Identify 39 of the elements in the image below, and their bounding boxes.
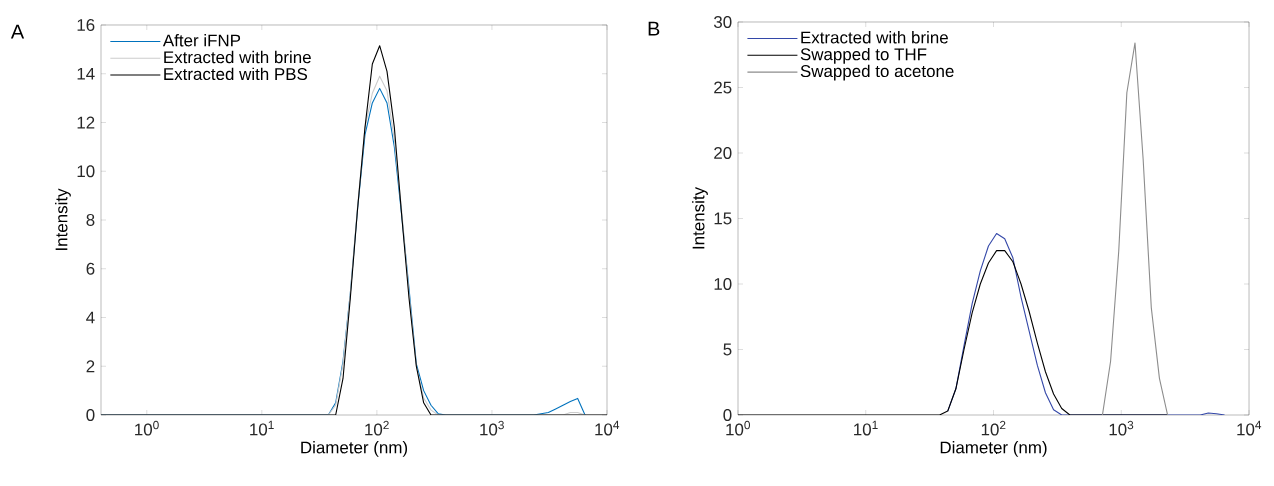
y-axis-title: Intensity [55,188,71,250]
x-axis-title: Diameter (nm) [940,441,1047,457]
x-axis-title: Diameter (nm) [301,441,408,457]
x-tick-label: 10$^{1}$ [854,420,878,436]
legend-label: Swapped to acetone [800,64,954,81]
y-tick-label: 20 [714,147,732,159]
y-tick-label: 8 [86,214,95,226]
y-axis-title: Intensity [692,186,708,249]
y-tick-label: 30 [713,16,732,28]
legend-label: Swapped to THF [800,47,927,64]
y-tick-label: 6 [86,262,95,275]
x-tick-label: 10$^{1}$ [250,420,274,436]
y-tick-label: 2 [86,360,95,373]
x-tick-label: 10$^{0}$ [135,420,159,436]
legend-label: After iFNP [162,34,241,47]
legend-label: Extracted with brine [801,31,948,44]
x-tick-label: 10$^{3}$ [480,420,504,436]
y-tick-label: 5 [723,343,732,356]
x-tick-label: 10$^{2}$ [981,420,1006,436]
legend-label: Extracted with brine [164,50,311,64]
x-tick-label: 10$^{3}$ [1109,420,1134,436]
y-tick-label: 4 [86,311,95,324]
x-tick-label: 10$^{4}$ [1237,420,1262,436]
y-tick-label: 0 [86,409,95,421]
x-tick-label: 10$^{2}$ [365,420,389,436]
y-tick-label: 0 [723,409,732,421]
x-tick-label: 10$^{4}$ [595,420,620,436]
line-series [1101,42,1169,415]
y-tick-label: 14 [77,67,95,80]
y-tick-label: 10 [714,278,732,290]
y-tick-label: 15 [714,212,732,225]
y-tick-label: 25 [714,81,732,94]
x-tick-label: 10$^{0}$ [726,420,751,436]
y-tick-label: 12 [77,116,95,129]
y-tick-label: 10 [77,165,95,178]
legend-label: Extracted with PBS [164,67,308,81]
chart-title: B [648,21,660,36]
y-tick-label: 16 [77,19,95,31]
chart-title: A [10,24,25,39]
